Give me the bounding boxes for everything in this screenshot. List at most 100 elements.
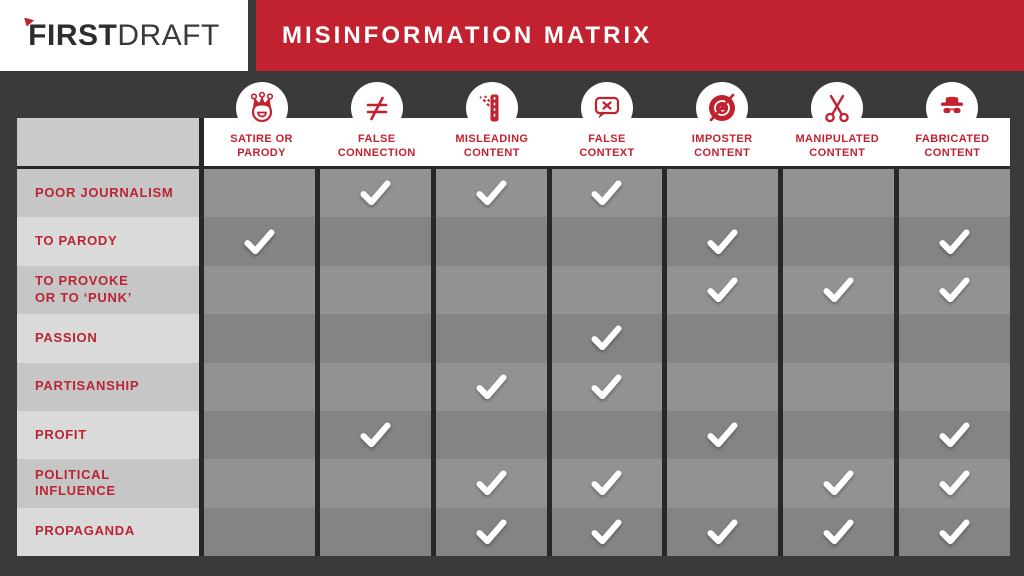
check-icon [476,519,507,544]
check-icon [823,277,854,303]
matrix-cell-r8-c4 [551,507,663,556]
column-label: FABRICATED CONTENT [915,133,990,159]
matrix-cell-r1-c1 [204,169,315,218]
matrix-cell-r3-c1 [204,265,315,315]
matrix-cell-r8-c3 [435,507,547,556]
speech-bubble-x-icon [580,82,633,134]
column-header-misleading-content: MISLEADING CONTENT [434,82,549,166]
column-label: SATIRE OR PARODY [230,133,293,159]
column-label: FALSE CONTEXT [579,133,635,159]
matrix-body: POOR JOURNALISM TO PARODY TO PROVOKE OR … [17,169,1010,556]
matrix-cell-r8-c6 [783,507,895,556]
logo-text: FIRSTDRAFT [24,17,220,52]
row-label-partisanship: PARTISANSHIP [17,362,199,411]
matrix-cell-r6-c3 [435,410,547,460]
check-icon [244,229,275,254]
check-icon [591,180,623,206]
matrix-cell-r5-c3 [435,362,547,411]
matrix-cell-r6-c6 [783,410,895,460]
matrix-cell-r6-c2 [319,410,431,460]
matrix-cell-r7-c1 [204,459,315,508]
check-icon [591,470,623,496]
matrix-cell-r1-c5 [667,169,779,218]
logo-text-regular: DRAFT [117,18,220,52]
row-label-profit: PROFIT [17,410,199,460]
check-icon [939,422,970,448]
column-headers-strip: SATIRE OR PARODY FALSE CONNECTION [204,82,1010,166]
matrix-cell-r1-c2 [319,169,431,218]
matrix-cell-r4-c1 [204,314,315,363]
matrix-cell-r5-c4 [551,362,663,411]
matrix-cell-r4-c6 [783,314,895,363]
check-icon [360,422,391,448]
matrix-cell-r1-c6 [783,169,895,218]
check-icon [939,277,970,303]
matrix-cell-r3-c5 [667,265,779,315]
check-icon [476,470,507,496]
matrix-cell-r2-c5 [667,217,779,266]
matrix-cell-r5-c2 [319,362,431,411]
check-icon [939,519,970,544]
matrix-cell-r3-c2 [319,265,431,315]
not-equal-icon [350,82,403,134]
matrix-cell-r5-c5 [667,362,779,411]
matrix-cell-r6-c7 [899,410,1010,460]
column-label: MANIPULATED CONTENT [795,133,880,159]
matrix-cell-r3-c7 [899,265,1010,315]
matrix-cell-r5-c6 [783,362,895,411]
logo-accent-icon [24,17,35,27]
row-label-to-provoke: TO PROVOKE OR TO ‘PUNK’ [17,265,199,315]
matrix-cell-r8-c7 [899,507,1010,556]
column-header-manipulated-content: MANIPULATED CONTENT [780,82,895,166]
check-icon [939,470,970,496]
matrix-cell-r2-c3 [435,217,547,266]
row-label-poor-journalism: POOR JOURNALISM [17,169,199,218]
matrix-cell-r4-c5 [667,314,779,363]
check-icon [476,180,507,206]
matrix-cell-r7-c6 [783,459,895,508]
matrix-cell-r7-c2 [319,459,431,508]
check-icon [707,519,738,544]
matrix-cell-r6-c1 [204,410,315,460]
matrix-cell-r7-c4 [551,459,663,508]
row-label-propaganda: PROPAGANDA [17,507,199,556]
jester-icon [235,82,288,134]
corner-cell [17,118,199,166]
matrix-cell-r3-c4 [551,265,663,315]
diverging-road-icon [465,82,518,134]
column-label: FALSE CONNECTION [337,133,416,159]
check-icon [939,229,970,254]
matrix-cell-r2-c2 [319,217,431,266]
logo-text-bold: FIRST [28,18,118,52]
check-icon [591,519,623,544]
matrix-cell-r8-c2 [319,507,431,556]
matrix-cell-r2-c4 [551,217,663,266]
column-header-false-context: FALSE CONTEXT [549,82,664,166]
matrix-cell-r4-c7 [899,314,1010,363]
logo-bar-divider [248,0,256,71]
check-icon [591,374,623,399]
column-label: IMPOSTER CONTENT [691,133,753,159]
spy-icon [926,82,979,134]
matrix-cell-r2-c6 [783,217,895,266]
matrix-cell-r7-c5 [667,459,779,508]
matrix-grid [204,169,1010,556]
matrix-cell-r4-c3 [435,314,547,363]
column-header-fabricated-content: FABRICATED CONTENT [895,82,1010,166]
page-title: MISINFORMATION MATRIX [282,21,653,49]
matrix-cell-r8-c1 [204,507,315,556]
matrix-cell-r7-c3 [435,459,547,508]
row-label-to-parody: TO PARODY [17,217,199,266]
matrix-cell-r2-c7 [899,217,1010,266]
matrix-cell-r3-c6 [783,265,895,315]
crossed-copyright-icon: c [696,82,749,134]
check-icon [707,422,738,448]
matrix-cell-r3-c3 [435,265,547,315]
matrix-cell-r1-c3 [435,169,547,218]
check-icon [707,277,738,303]
check-icon [707,229,738,254]
column-header-row: SATIRE OR PARODY FALSE CONNECTION [17,82,1010,166]
matrix-cell-r8-c5 [667,507,779,556]
matrix-cell-r1-c4 [551,169,663,218]
column-header-imposter-content: c IMPOSTER CONTENT [665,82,780,166]
